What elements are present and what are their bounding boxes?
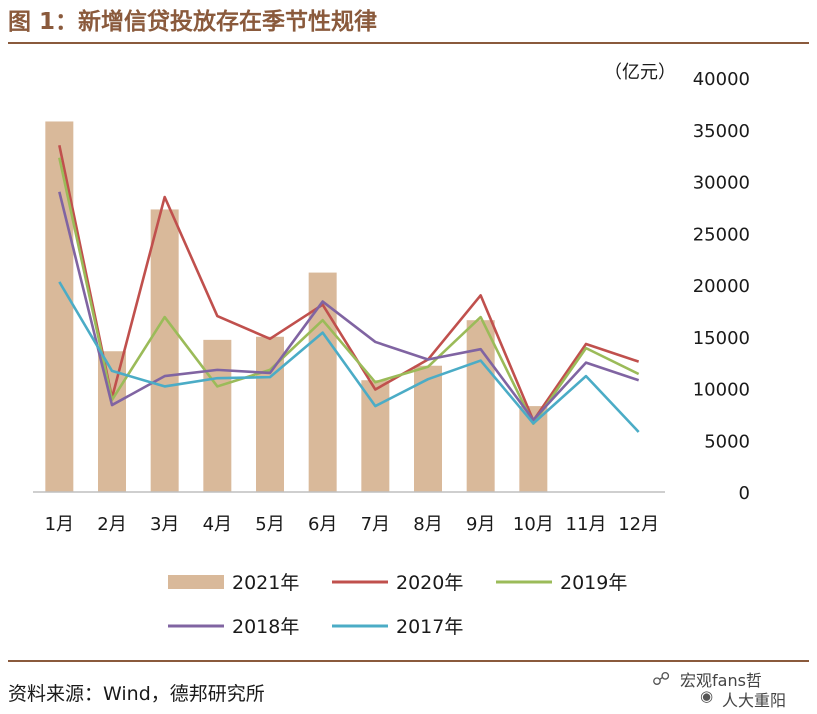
y-tick-label: 0 xyxy=(739,483,750,504)
x-tick-label: 5月 xyxy=(255,514,284,535)
chart: 1月 2月 3月 4月 5月 6月 7月 8月 9月 10月 11月 12月 40000 35000 300… xyxy=(33,62,750,638)
watermark-line2: 人大重阳 xyxy=(722,691,787,710)
weibo-icon: ◉ xyxy=(700,687,714,705)
y-unit-label: （亿元） xyxy=(604,62,676,83)
x-tick-label: 12月 xyxy=(618,514,659,535)
x-tick-label: 7月 xyxy=(361,514,390,535)
watermark: ☍ 宏观fans哲 ◉ 人大重阳 xyxy=(652,667,810,710)
wechat-icon: ☍ xyxy=(652,669,671,690)
x-tick-label: 4月 xyxy=(203,514,232,535)
bottom-divider xyxy=(8,660,809,662)
y-tick-label: 5000 xyxy=(704,431,750,452)
y-tick-label: 35000 xyxy=(693,121,750,142)
bar-7 xyxy=(361,380,390,492)
x-tick-label: 3月 xyxy=(150,514,179,535)
bar-9 xyxy=(466,320,495,492)
line-series-2018年 xyxy=(58,191,640,422)
x-tick-label: 6月 xyxy=(308,514,337,535)
bar-1 xyxy=(45,121,74,492)
bar-4 xyxy=(203,339,232,492)
chart-title: 图 1：新增信贷投放存在季节性规律 xyxy=(8,9,378,35)
legend-label-2017年: 2017年 xyxy=(396,616,463,638)
line-series-2020年 xyxy=(58,145,640,422)
x-tick-label: 10月 xyxy=(513,514,554,535)
line-series-2019年 xyxy=(58,157,640,425)
legend-label-2019年: 2019年 xyxy=(560,572,627,594)
x-tick-label: 2月 xyxy=(97,514,126,535)
line-series-2017年 xyxy=(58,281,640,433)
source-note: 资料来源：Wind，德邦研究所 xyxy=(8,683,265,705)
legend-label-2020年: 2020年 xyxy=(396,572,463,594)
bar-3 xyxy=(150,209,179,492)
y-tick-label: 25000 xyxy=(693,224,750,245)
top-divider xyxy=(8,42,809,44)
x-tick-label: 9月 xyxy=(466,514,495,535)
watermark-line1: 宏观fans哲 xyxy=(680,671,762,690)
y-tick-label: 20000 xyxy=(693,276,750,297)
y-tick-label: 40000 xyxy=(693,69,750,90)
bar-8 xyxy=(414,365,442,492)
legend-swatch-2021年 xyxy=(168,575,224,589)
y-tick-label: 10000 xyxy=(693,380,750,401)
x-tick-label: 11月 xyxy=(566,514,607,535)
y-tick-label: 30000 xyxy=(693,173,750,194)
bar-2 xyxy=(98,351,126,492)
legend-label-2018年: 2018年 xyxy=(232,616,299,638)
y-tick-label: 15000 xyxy=(693,328,750,349)
x-tick-label: 8月 xyxy=(413,514,442,535)
x-tick-label: 1月 xyxy=(45,514,74,535)
legend-label-2021年: 2021年 xyxy=(232,572,299,594)
